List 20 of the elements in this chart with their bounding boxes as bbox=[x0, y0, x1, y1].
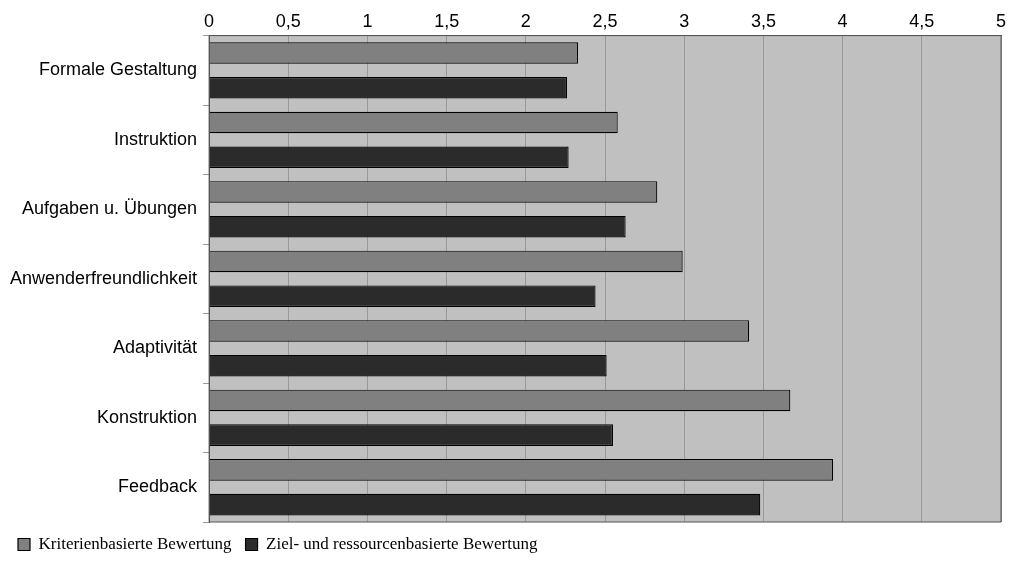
x-tick-label: 3,5 bbox=[750, 10, 776, 31]
x-tick-label: 1 bbox=[362, 10, 373, 31]
y-tick-label: Instruktion bbox=[114, 128, 198, 149]
y-tick-label: Formale Gestaltung bbox=[39, 59, 198, 80]
legend-label: Ziel- und ressourcenbasierte Bewertung bbox=[266, 533, 538, 553]
x-tick-label: 4 bbox=[837, 10, 848, 31]
y-tick-label: Aufgaben u. Übungen bbox=[21, 198, 198, 219]
x-tick-label: 0,5 bbox=[275, 10, 301, 31]
x-tick-label: 2 bbox=[520, 10, 531, 31]
y-tick-label: Adaptivität bbox=[113, 337, 198, 358]
x-tick-label: 0 bbox=[204, 10, 215, 31]
y-tick-label: Konstruktion bbox=[97, 406, 198, 427]
x-tick-label: 3 bbox=[679, 10, 690, 31]
x-tick-label: 5 bbox=[995, 10, 1007, 31]
x-tick-label: 4,5 bbox=[909, 10, 935, 31]
y-tick-label: Anwenderfreundlichkeit bbox=[9, 267, 198, 288]
legend-label: Kriterienbasierte Bewertung bbox=[38, 533, 233, 553]
y-tick-label: Feedback bbox=[118, 476, 199, 497]
x-tick-label: 2,5 bbox=[592, 10, 618, 31]
x-tick-label: 1,5 bbox=[434, 10, 460, 31]
